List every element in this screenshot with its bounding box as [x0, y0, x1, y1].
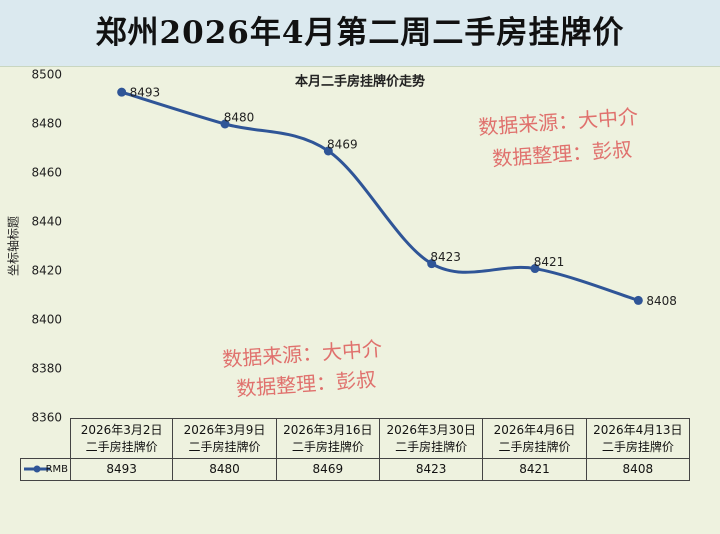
- data-label: 8421: [534, 255, 565, 269]
- chart-subtitle: 本月二手房挂牌价走势: [295, 74, 425, 90]
- table-value: 8408: [585, 458, 690, 481]
- title-banner: 郑州2026年4月第二周二手房挂牌价: [0, 0, 720, 67]
- y-tick-label: 8500: [31, 68, 62, 82]
- table-value: 8469: [275, 458, 380, 481]
- y-tick-label: 8400: [31, 313, 62, 327]
- data-label: 8493: [130, 86, 161, 100]
- data-point: [323, 146, 333, 156]
- table-value: 8421: [482, 458, 587, 481]
- table-value: 8423: [379, 458, 484, 481]
- y-tick-label: 8420: [31, 264, 62, 278]
- x-tick-label: 2026年3月9日二手房挂牌价: [172, 418, 277, 459]
- chart-title: 郑州2026年4月第二周二手房挂牌价: [95, 15, 625, 51]
- legend-cell: RMB: [20, 458, 71, 481]
- x-tick-label: 2026年3月2日二手房挂牌价: [70, 418, 174, 459]
- y-tick-label: 8360: [31, 411, 62, 425]
- x-tick-label: 2026年3月30日二手房挂牌价: [379, 418, 484, 459]
- data-label: 8408: [646, 294, 677, 308]
- table-value: 8480: [172, 458, 277, 481]
- x-tick-label: 2026年4月6日二手房挂牌价: [482, 418, 587, 459]
- data-point: [633, 295, 643, 305]
- y-tick-label: 8480: [31, 117, 62, 131]
- data-line: [121, 90, 639, 302]
- data-point: [530, 264, 540, 274]
- legend-marker: [33, 465, 41, 473]
- x-tick-label: 2026年4月13日二手房挂牌价: [585, 418, 690, 459]
- x-tick-label: 2026年3月16日二手房挂牌价: [275, 418, 380, 459]
- y-axis-label: 坐标轴标题: [6, 216, 21, 276]
- y-tick-label: 8380: [31, 362, 62, 376]
- data-label: 8480: [224, 111, 255, 125]
- data-label: 8423: [430, 250, 461, 264]
- data-point: [427, 259, 437, 269]
- table-value: 8493: [70, 458, 174, 481]
- data-label: 8469: [327, 137, 358, 151]
- y-tick-label: 8440: [31, 215, 62, 229]
- y-tick-label: 8460: [31, 166, 62, 180]
- data-point: [117, 87, 127, 97]
- data-point: [220, 119, 230, 129]
